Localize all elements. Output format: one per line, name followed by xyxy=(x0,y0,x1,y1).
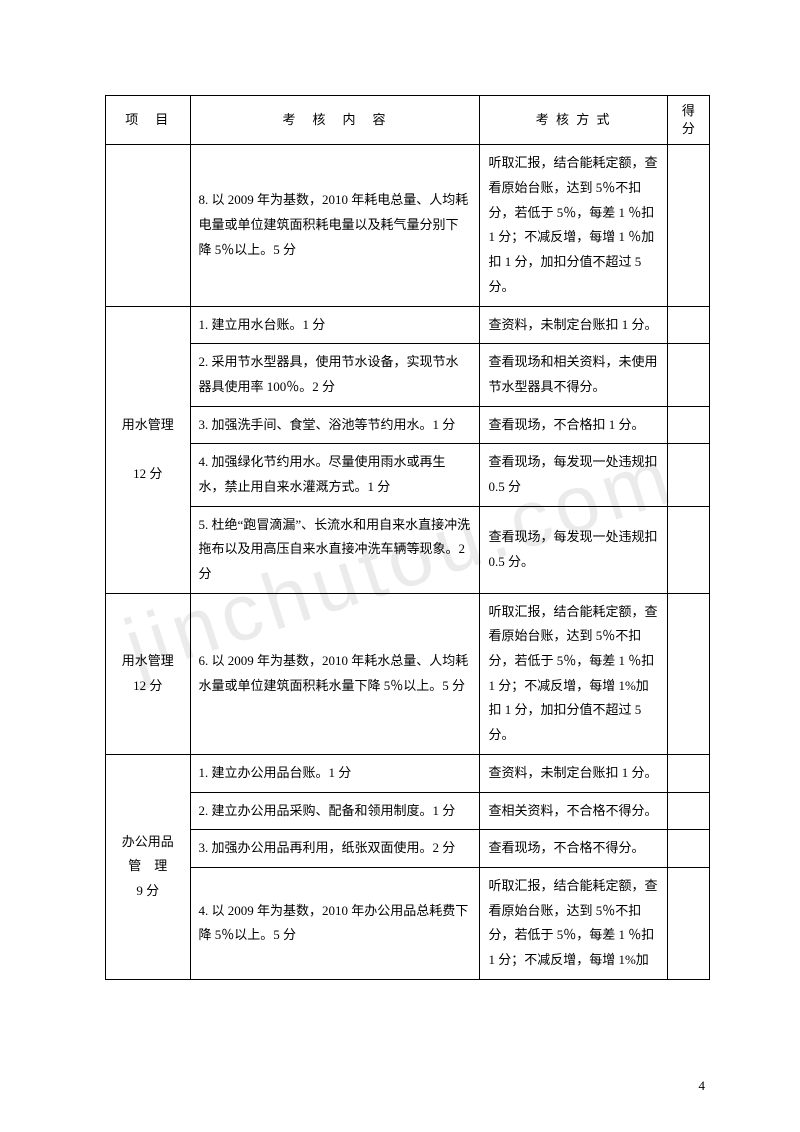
page-number: 4 xyxy=(699,1078,706,1094)
score-cell xyxy=(667,306,709,344)
project-cell: 用水管理 12 分 xyxy=(106,593,191,754)
method-cell: 听取汇报，结合能耗定额，查看原始台账，达到 5％不扣分，若低于 5％，每差 1 … xyxy=(480,593,667,754)
table-row: 2. 建立办公用品采购、配备和领用制度。1 分 查相关资料，不合格不得分。 xyxy=(106,792,710,830)
method-cell: 听取汇报，结合能耗定额，查看原始台账，达到 5％不扣分，若低于 5％，每差 1 … xyxy=(480,867,667,979)
score-cell xyxy=(667,867,709,979)
method-cell: 查相关资料，不合格不得分。 xyxy=(480,792,667,830)
score-cell xyxy=(667,506,709,593)
table-row: 4. 以 2009 年为基数，2010 年办公用品总耗费下降 5％以上。5 分 … xyxy=(106,867,710,979)
content-cell: 8. 以 2009 年为基数，2010 年耗电总量、人均耗电量或单位建筑面积耗电… xyxy=(190,145,480,306)
method-cell: 查看现场，每发现一处违规扣 0.5 分。 xyxy=(480,506,667,593)
method-cell: 听取汇报，结合能耗定额，查看原始台账，达到 5％不扣分，若低于 5％，每差 1 … xyxy=(480,145,667,306)
method-cell: 查看现场和相关资料，未使用节水型器具不得分。 xyxy=(480,344,667,406)
content-cell: 1. 建立办公用品台账。1 分 xyxy=(190,754,480,792)
page-root: 项 目 考 核 内 容 考 核 方 式 得分 8. 以 2009 年为基数，20… xyxy=(0,0,800,1132)
score-cell xyxy=(667,593,709,754)
score-cell xyxy=(667,145,709,306)
content-cell: 4. 加强绿化节约用水。尽量使用雨水或再生水，禁止用自来水灌溉方式。1 分 xyxy=(190,444,480,506)
table-row: 8. 以 2009 年为基数，2010 年耗电总量、人均耗电量或单位建筑面积耗电… xyxy=(106,145,710,306)
method-cell: 查看现场，不合格不得分。 xyxy=(480,830,667,868)
table-body: 8. 以 2009 年为基数，2010 年耗电总量、人均耗电量或单位建筑面积耗电… xyxy=(106,145,710,979)
content-cell: 2. 采用节水型器具，使用节水设备，实现节水器具使用率 100％。2 分 xyxy=(190,344,480,406)
table-head-row: 项 目 考 核 内 容 考 核 方 式 得分 xyxy=(106,96,710,145)
content-cell: 5. 杜绝“跑冒滴漏”、长流水和用自来水直接冲洗拖布以及用高压自来水直接冲洗车辆… xyxy=(190,506,480,593)
score-cell xyxy=(667,792,709,830)
table-row: 2. 采用节水型器具，使用节水设备，实现节水器具使用率 100％。2 分 查看现… xyxy=(106,344,710,406)
col-score: 得分 xyxy=(667,96,709,145)
project-cell: 办公用品 管 理 9 分 xyxy=(106,754,191,979)
table-row: 5. 杜绝“跑冒滴漏”、长流水和用自来水直接冲洗拖布以及用高压自来水直接冲洗车辆… xyxy=(106,506,710,593)
content-cell: 6. 以 2009 年为基数，2010 年耗水总量、人均耗水量或单位建筑面积耗水… xyxy=(190,593,480,754)
content-cell: 3. 加强办公用品再利用，纸张双面使用。2 分 xyxy=(190,830,480,868)
table-row: 办公用品 管 理 9 分 1. 建立办公用品台账。1 分 查资料，未制定台账扣 … xyxy=(106,754,710,792)
method-cell: 查资料，未制定台账扣 1 分。 xyxy=(480,306,667,344)
project-cell xyxy=(106,145,191,306)
score-cell xyxy=(667,344,709,406)
method-cell: 查看现场，每发现一处违规扣 0.5 分 xyxy=(480,444,667,506)
table-row: 3. 加强办公用品再利用，纸张双面使用。2 分 查看现场，不合格不得分。 xyxy=(106,830,710,868)
score-cell xyxy=(667,754,709,792)
method-cell: 查资料，未制定台账扣 1 分。 xyxy=(480,754,667,792)
content-cell: 3. 加强洗手间、食堂、浴池等节约用水。1 分 xyxy=(190,406,480,444)
col-content: 考 核 内 容 xyxy=(190,96,480,145)
content-cell: 4. 以 2009 年为基数，2010 年办公用品总耗费下降 5％以上。5 分 xyxy=(190,867,480,979)
score-cell xyxy=(667,406,709,444)
content-cell: 1. 建立用水台账。1 分 xyxy=(190,306,480,344)
score-cell xyxy=(667,830,709,868)
col-project: 项 目 xyxy=(106,96,191,145)
table-row: 3. 加强洗手间、食堂、浴池等节约用水。1 分 查看现场，不合格扣 1 分。 xyxy=(106,406,710,444)
table-row: 用水管理 12 分 1. 建立用水台账。1 分 查资料，未制定台账扣 1 分。 xyxy=(106,306,710,344)
table-row: 4. 加强绿化节约用水。尽量使用雨水或再生水，禁止用自来水灌溉方式。1 分 查看… xyxy=(106,444,710,506)
project-cell: 用水管理 12 分 xyxy=(106,306,191,593)
assessment-table: 项 目 考 核 内 容 考 核 方 式 得分 8. 以 2009 年为基数，20… xyxy=(105,95,710,980)
method-cell: 查看现场，不合格扣 1 分。 xyxy=(480,406,667,444)
table-row: 用水管理 12 分 6. 以 2009 年为基数，2010 年耗水总量、人均耗水… xyxy=(106,593,710,754)
col-method: 考 核 方 式 xyxy=(480,96,667,145)
content-cell: 2. 建立办公用品采购、配备和领用制度。1 分 xyxy=(190,792,480,830)
score-cell xyxy=(667,444,709,506)
